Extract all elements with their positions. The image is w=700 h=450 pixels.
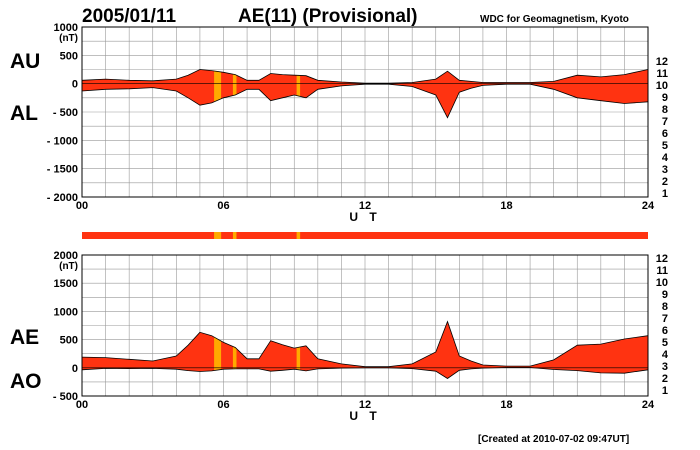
level-legend-item: 4 (662, 152, 669, 164)
level-legend-item: 2 (662, 373, 668, 385)
y-tick-label: 1500 (54, 278, 78, 290)
level-legend-item: 8 (662, 301, 668, 313)
chart-title: AE(11) (Provisional) (238, 6, 418, 27)
y-tick-label: - 500 (53, 107, 78, 119)
series-line-al (81, 83, 649, 119)
x-axis-label: U T (349, 210, 380, 224)
highlight-band (232, 74, 237, 96)
highlight-band (214, 71, 222, 102)
level-legend-item: 4 (662, 349, 669, 361)
series-line-ae (81, 320, 649, 368)
chart-source: WDC for Geomagnetism, Kyoto (480, 14, 629, 25)
status-strip-highlight (232, 232, 237, 239)
level-legend-item: 8 (662, 104, 668, 116)
x-tick-label: 06 (217, 399, 229, 411)
series-envelope-au (82, 69, 648, 118)
series-label-al: AL (10, 102, 38, 125)
x-tick-label: 00 (76, 200, 88, 212)
y-tick-label: 0 (72, 363, 78, 375)
status-strip (82, 232, 648, 239)
x-tick-label: 00 (76, 399, 88, 411)
status-strip-highlight (296, 232, 301, 239)
highlight-band (214, 337, 222, 371)
chart-date: 2005/01/11 (82, 6, 176, 27)
x-tick-label: 24 (642, 200, 655, 212)
y-tick-label: 1000 (54, 306, 78, 318)
series-line-au (81, 69, 649, 84)
highlight-band (232, 346, 237, 369)
level-legend-item: 11 (656, 68, 668, 80)
x-tick-label: 18 (500, 399, 512, 411)
series-label-ae: AE (10, 326, 39, 349)
level-legend-item: 6 (662, 325, 668, 337)
y-tick-label: - 1500 (47, 164, 78, 176)
x-tick-label: 06 (217, 200, 229, 212)
level-legend-item: 9 (662, 92, 668, 104)
y-tick-label: 1000 (54, 22, 78, 34)
level-legend-item: 1 (662, 188, 668, 200)
y-unit-label: (nT) (59, 261, 78, 272)
level-legend-item: 12 (656, 56, 668, 68)
x-tick-label: 18 (500, 200, 512, 212)
created-note: [Created at 2010-07-02 09:47UT] (478, 434, 629, 445)
y-tick-label: - 2000 (47, 192, 78, 204)
level-legend-item: 2 (662, 176, 668, 188)
level-legend-item: 5 (662, 140, 668, 152)
level-legend-item: 7 (662, 116, 668, 128)
highlight-band (296, 346, 301, 371)
series-label-ao: AO (10, 370, 42, 393)
y-tick-label: 2000 (54, 250, 78, 262)
y-tick-label: 0 (72, 79, 78, 91)
level-legend-item: 3 (662, 361, 668, 373)
status-strip-highlight (214, 232, 222, 239)
y-unit-label: (nT) (59, 33, 78, 44)
level-legend-item: 5 (662, 337, 668, 349)
level-legend-item: 11 (656, 265, 668, 277)
level-legend-item: 7 (662, 313, 668, 325)
level-legend-item: 6 (662, 128, 668, 140)
level-legend-item: 12 (656, 253, 668, 265)
x-tick-label: 12 (359, 399, 371, 411)
y-tick-label: - 500 (53, 391, 78, 403)
level-legend-item: 10 (656, 80, 668, 92)
y-tick-label: 500 (60, 335, 78, 347)
y-tick-label: - 1000 (47, 135, 78, 147)
level-legend-item: 9 (662, 289, 668, 301)
plot-frame (81, 26, 649, 198)
level-legend-item: 1 (662, 385, 668, 397)
highlight-band (296, 75, 301, 97)
level-legend-item: 3 (662, 164, 668, 176)
series-envelope-ae (82, 321, 648, 379)
plot-frame (81, 254, 649, 397)
y-tick-label: 500 (60, 50, 78, 62)
x-tick-label: 24 (642, 399, 655, 411)
series-label-au: AU (10, 50, 40, 73)
level-legend-item: 10 (656, 277, 668, 289)
x-axis-label: U T (349, 409, 380, 423)
x-tick-label: 12 (359, 200, 371, 212)
